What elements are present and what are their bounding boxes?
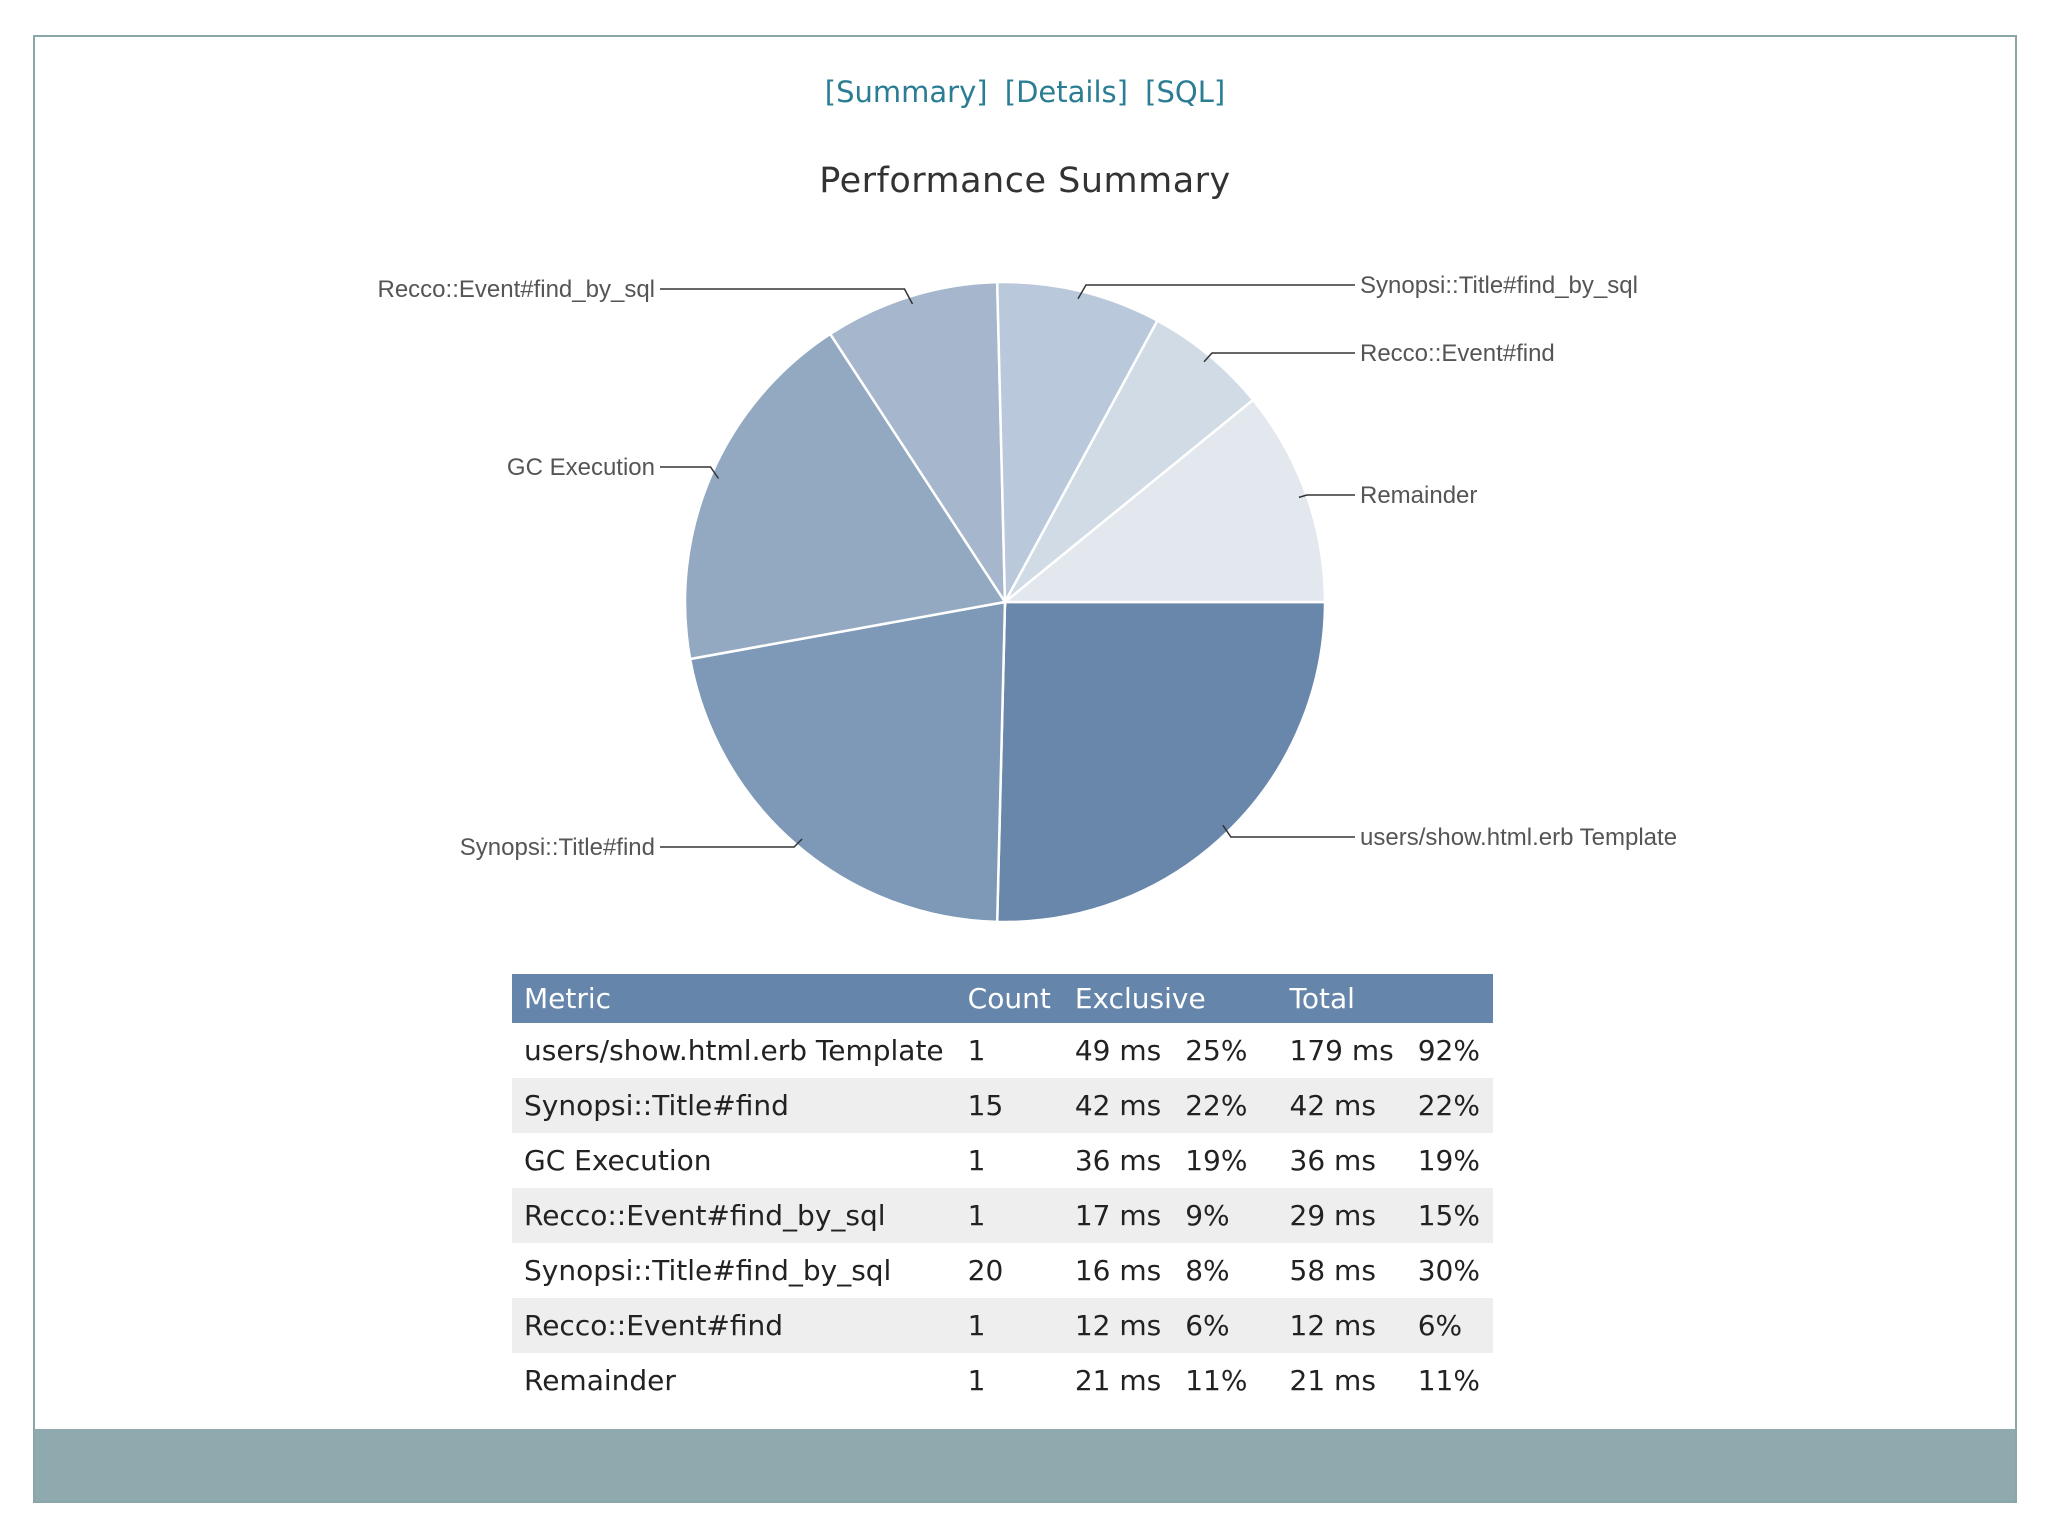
exclusive-column-header: Exclusive	[1062, 974, 1278, 1023]
total-ms-cell: 42 ms	[1277, 1078, 1406, 1133]
exclusive-pct-cell: 6%	[1173, 1298, 1278, 1353]
total-pct-cell: 92%	[1417, 1034, 1480, 1067]
count-cell: 15	[955, 1078, 1063, 1133]
table-row: Synopsi::Title#find_by_sql 20 16 ms 8% 5…	[512, 1243, 1493, 1298]
metric-column-header: Metric	[512, 974, 956, 1023]
slice-label: Synopsi::Title#find	[460, 834, 655, 861]
metric-cell: Recco::Event#find_by_sql	[512, 1188, 956, 1243]
exclusive-pct-cell: 9%	[1173, 1188, 1278, 1243]
leader-line	[1077, 284, 1355, 300]
table-row: Remainder 1 21 ms 11% 21 ms 11%	[512, 1353, 1493, 1408]
table-row: users/show.html.erb Template 1 49 ms 25%…	[512, 1023, 1493, 1078]
metric-cell: Synopsi::Title#find	[512, 1078, 956, 1133]
leader-line	[660, 838, 803, 848]
summary-link[interactable]: [Summary]	[824, 75, 988, 109]
leader-line	[660, 288, 914, 305]
count-column-header: Count	[955, 974, 1063, 1023]
slice-label: Remainder	[1360, 482, 1477, 509]
metric-cell: Remainder	[524, 1364, 676, 1397]
total-pct-cell: 15%	[1405, 1188, 1493, 1243]
pie-slice	[995, 600, 1327, 924]
metric-cell: users/show.html.erb Template	[524, 1034, 944, 1067]
exclusive-pct-cell: 22%	[1173, 1078, 1278, 1133]
total-pct-cell: 19%	[1417, 1144, 1480, 1177]
exclusive-ms-cell: 16 ms	[1074, 1254, 1162, 1287]
footer-bar	[35, 1429, 2015, 1501]
metric-cell: Synopsi::Title#find_by_sql	[524, 1254, 892, 1287]
report-panel: [Summary] [Details] [SQL] Performance Su…	[33, 35, 2017, 1503]
exclusive-ms-cell: 21 ms	[1074, 1364, 1162, 1397]
slice-label: Recco::Event#find	[1360, 340, 1555, 367]
slice-label: Recco::Event#find_by_sql	[378, 276, 656, 303]
total-ms-cell: 12 ms	[1277, 1298, 1406, 1353]
total-column-header: Total	[1277, 974, 1493, 1023]
total-ms-cell: 21 ms	[1289, 1364, 1376, 1397]
count-cell: 20	[967, 1254, 1004, 1287]
total-pct-cell: 6%	[1405, 1298, 1493, 1353]
exclusive-ms-cell: 12 ms	[1062, 1298, 1174, 1353]
total-pct-cell: 22%	[1405, 1078, 1493, 1133]
count-cell: 1	[967, 1144, 986, 1177]
total-ms-cell: 36 ms	[1289, 1144, 1376, 1177]
pie-chart: users/show.html.erb Template Synopsi::Tit…	[378, 272, 1677, 924]
count-cell: 1	[967, 1034, 986, 1067]
pie-slice	[683, 332, 1008, 661]
report-nav: [Summary] [Details] [SQL]	[35, 75, 2015, 109]
leader-line	[1222, 824, 1355, 838]
pie-slice	[995, 280, 1160, 607]
table-row: GC Execution 1 36 ms 19% 36 ms 19%	[512, 1133, 1493, 1188]
table-row: Recco::Event#find 1 12 ms 6% 12 ms 6%	[512, 1298, 1493, 1353]
count-cell: 1	[955, 1298, 1063, 1353]
slice-label: users/show.html.erb Template	[1360, 824, 1677, 851]
pie-slice	[828, 280, 1007, 607]
exclusive-ms-cell: 17 ms	[1062, 1188, 1174, 1243]
count-cell: 1	[967, 1364, 986, 1397]
exclusive-pct-cell: 11%	[1185, 1364, 1248, 1397]
total-pct-cell: 30%	[1417, 1254, 1480, 1287]
details-link[interactable]: [Details]	[1004, 75, 1128, 109]
metric-cell: Recco::Event#find	[512, 1298, 956, 1353]
table-row: Synopsi::Title#find 15 42 ms 22% 42 ms 2…	[512, 1078, 1493, 1133]
slice-label: GC Execution	[507, 454, 655, 481]
table-row: Recco::Event#find_by_sql 1 17 ms 9% 29 m…	[512, 1188, 1493, 1243]
total-ms-cell: 29 ms	[1277, 1188, 1406, 1243]
metric-cell: GC Execution	[524, 1144, 712, 1177]
exclusive-pct-cell: 8%	[1185, 1254, 1230, 1287]
exclusive-ms-cell: 36 ms	[1074, 1144, 1162, 1177]
total-pct-cell: 11%	[1417, 1364, 1480, 1397]
exclusive-ms-cell: 49 ms	[1074, 1034, 1162, 1067]
leader-line	[1298, 494, 1355, 499]
exclusive-pct-cell: 19%	[1185, 1144, 1248, 1177]
page-title: Performance Summary	[819, 161, 1231, 201]
exclusive-ms-cell: 42 ms	[1062, 1078, 1174, 1133]
metrics-table: Metric Count Exclusive Total users/show.…	[512, 974, 1493, 1408]
leader-line	[660, 466, 720, 479]
count-cell: 1	[955, 1188, 1063, 1243]
slice-label: Synopsi::Title#find_by_sql	[1360, 272, 1638, 299]
leader-line	[1203, 352, 1355, 363]
total-ms-cell: 179 ms	[1289, 1034, 1394, 1067]
total-ms-cell: 58 ms	[1289, 1254, 1376, 1287]
sql-link[interactable]: [SQL]	[1145, 75, 1226, 109]
exclusive-pct-cell: 25%	[1185, 1034, 1248, 1067]
table-header-row: Metric Count Exclusive Total	[512, 974, 1493, 1023]
